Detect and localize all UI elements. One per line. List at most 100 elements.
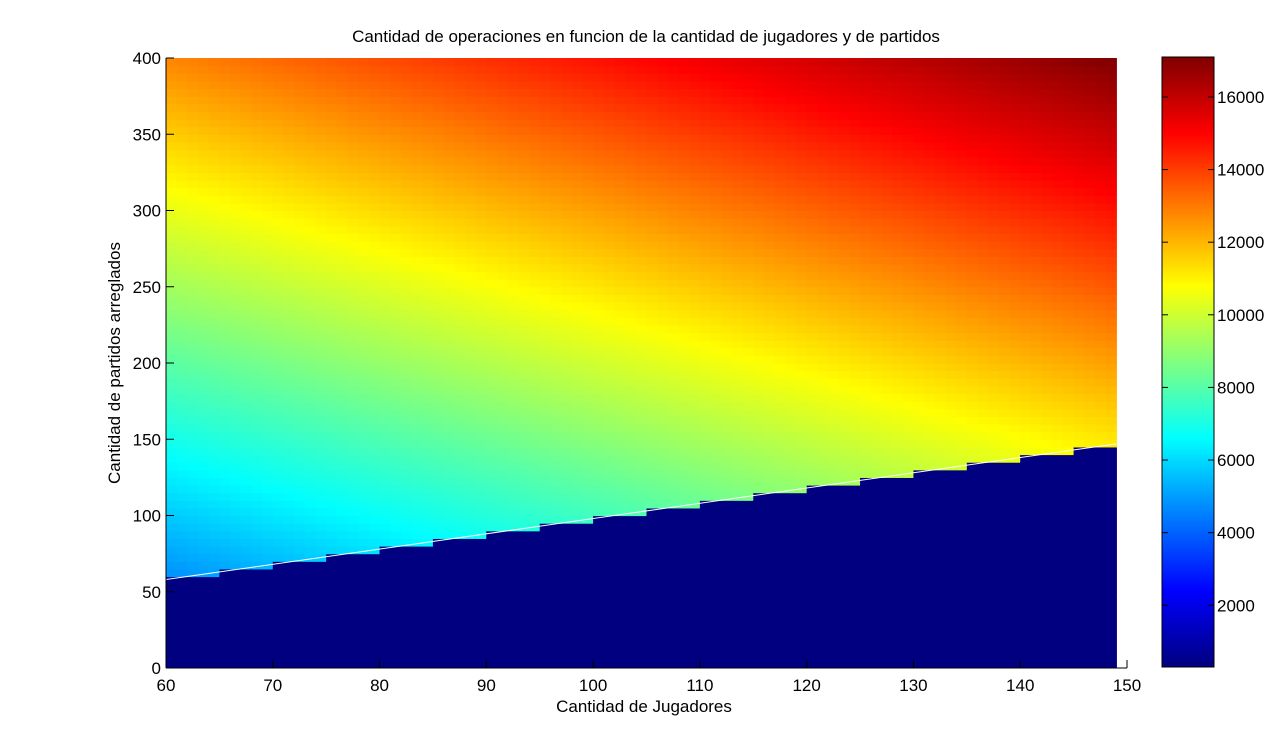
heatmap-cell [678,622,690,631]
heatmap-cell [806,561,818,570]
heatmap-cell [262,370,274,379]
heatmap-cell [753,370,765,379]
heatmap-cell [208,546,220,555]
heatmap-cell [774,401,786,410]
heatmap-cell [497,591,509,600]
heatmap-cell [625,347,637,356]
heatmap-cell [721,431,733,440]
heatmap-cell [721,446,733,456]
heatmap-cell [411,652,423,661]
heatmap-cell [475,286,487,295]
heatmap-cell [347,324,359,334]
heatmap-cell [219,111,231,120]
heatmap-cell [198,256,210,265]
heatmap-cell [497,126,509,135]
heatmap-cell [667,302,680,311]
heatmap-cell [422,629,434,639]
heatmap-cell [187,111,199,120]
heatmap-cell [571,408,584,417]
heatmap-cell [443,256,455,265]
heatmap-cell [315,233,327,242]
heatmap-cell [710,629,722,639]
heatmap-cell [422,294,434,303]
heatmap-cell [539,164,551,173]
heatmap-cell [326,614,338,623]
heatmap-cell [721,324,733,334]
heatmap-cell [464,568,477,578]
heatmap-cell [828,492,840,501]
heatmap-cell [646,378,658,387]
heatmap-cell [753,233,765,242]
heatmap-cell [187,568,199,578]
heatmap-cell [763,202,776,212]
heatmap-cell [550,279,562,288]
heatmap-cell [518,233,530,242]
heatmap-cell [358,645,370,654]
heatmap-cell [518,180,530,189]
heatmap-cell [795,164,808,173]
heatmap-cell [368,439,381,448]
heatmap-cell [262,454,274,463]
heatmap-cell [400,401,413,410]
heatmap-cell [539,96,551,105]
heatmap-cell [358,424,370,433]
heatmap-cell [497,363,509,372]
heatmap-cell [283,553,295,562]
heatmap-cell [593,408,605,417]
heatmap-cell [753,309,765,318]
heatmap-cell [603,180,616,189]
heatmap-cell [593,446,605,456]
heatmap-cell [635,584,648,593]
heatmap-cell [603,210,616,219]
heatmap-cell [240,393,253,402]
heatmap-cell [667,363,680,372]
heatmap-cell [368,561,381,570]
heatmap-cell [358,141,370,151]
heatmap-cell [699,149,712,158]
heatmap-cell [443,439,455,448]
heatmap-cell [326,629,338,639]
heatmap-cell [411,500,423,509]
heatmap-cell [176,462,188,471]
heatmap-cell [475,103,487,112]
heatmap-cell [251,271,263,280]
heatmap-cell [614,73,626,82]
heatmap-cell [347,218,359,227]
heatmap-cell [550,439,562,448]
heatmap-cell [635,126,648,135]
heatmap-cell [368,202,381,212]
heatmap-cell [806,485,818,494]
heatmap-cell [400,378,413,387]
heatmap-cell [561,233,573,242]
heatmap-cell [507,439,519,448]
heatmap-cell [785,378,797,387]
heatmap-cell [507,233,519,242]
heatmap-cell [326,340,338,349]
heatmap-cell [763,500,776,509]
heatmap-cell [571,477,584,486]
heatmap-cell [411,561,423,570]
heatmap-cell [187,286,199,295]
heatmap-cell [561,180,573,189]
heatmap-cell [166,279,178,288]
heatmap-cell [454,607,466,616]
heatmap-cell [390,263,402,273]
heatmap-cell [283,134,295,143]
heatmap-cell [219,134,231,143]
heatmap-cell [785,500,797,509]
heatmap-cell [710,225,722,234]
heatmap-cell [657,645,669,654]
heatmap-cell [582,485,594,494]
heatmap-cell [625,355,637,364]
heatmap-cell [422,309,434,318]
heatmap-cell [379,271,391,280]
heatmap-cell [272,347,285,356]
heatmap-cell [336,119,349,128]
heatmap-cell [336,271,349,280]
heatmap-cell [689,157,701,166]
heatmap-cell [710,302,722,311]
heatmap-cell [710,515,722,524]
heatmap-cell [731,507,744,517]
heatmap-cell [785,561,797,570]
heatmap-cell [667,141,680,151]
